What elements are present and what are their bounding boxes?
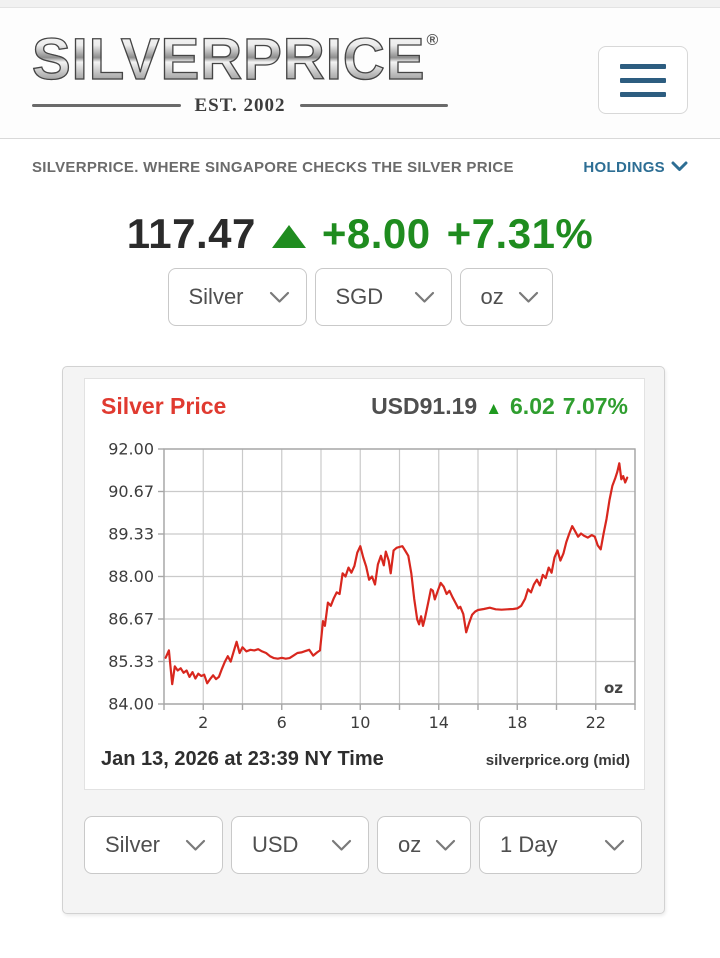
x-tick-label: 6 — [277, 713, 287, 732]
chart-unit-select[interactable]: oz — [377, 816, 471, 874]
chart-currency-select-value: USD — [252, 832, 299, 857]
unit-select[interactable]: oz — [459, 268, 553, 326]
unit-select-value: oz — [480, 284, 504, 309]
top-strip — [0, 0, 720, 8]
chevron-down-icon — [269, 291, 290, 304]
est-rule-left — [32, 104, 181, 108]
chart-selectors-row: Silver USD oz 1 Day — [84, 816, 643, 874]
y-tick-label: 88.00 — [108, 567, 154, 586]
chevron-down-icon — [671, 159, 688, 176]
currency-select[interactable]: SGD — [314, 268, 452, 326]
top-selectors-row: Silver SGD oz — [0, 268, 720, 326]
chart-quote-percent: 7.07% — [562, 393, 628, 419]
metal-select-value: Silver — [188, 284, 244, 309]
chart-metal-select[interactable]: Silver — [84, 816, 223, 874]
price-change: +8.00 — [321, 210, 431, 257]
y-tick-label: 92.00 — [108, 440, 154, 459]
x-tick-label: 22 — [586, 713, 606, 732]
up-arrow-icon — [271, 224, 306, 248]
holdings-dropdown[interactable]: HOLDINGS — [583, 159, 688, 176]
x-tick-label: 10 — [350, 713, 370, 732]
chart-plot-area[interactable]: 92.00 90.67 89.33 88.00 86.67 85.33 84.00 2 6 10 1… — [85, 439, 644, 746]
chart-currency-select[interactable]: USD — [231, 816, 369, 874]
chevron-down-icon — [331, 839, 352, 852]
silver-price-line-chart: 92.00 90.67 89.33 88.00 86.67 85.33 84.00 2 6 10 1… — [108, 440, 636, 732]
x-tick-label: 14 — [429, 713, 449, 732]
chevron-down-icon — [518, 291, 539, 304]
tagline-bar: SILVERPRICE. WHERE SINGAPORE CHECKS THE … — [0, 139, 720, 196]
x-tick-label: 2 — [198, 713, 208, 732]
currency-select-value: SGD — [335, 284, 384, 309]
logo-est-row: EST. 2002 — [32, 94, 449, 117]
holdings-label: HOLDINGS — [583, 159, 665, 176]
up-arrow-icon: ▲ — [485, 399, 503, 418]
chart-caption-row: Jan 13, 2026 at 23:39 NY Time silverpric… — [85, 748, 644, 789]
chevron-down-icon — [604, 839, 625, 852]
price-change-percent: +7.31% — [446, 210, 594, 257]
chart-source: silverprice.org (mid) — [485, 752, 630, 769]
chevron-down-icon — [414, 291, 435, 304]
menu-button[interactable] — [598, 46, 688, 114]
chart-title: Silver Price — [101, 393, 227, 419]
x-tick-label: 18 — [507, 713, 527, 732]
est-rule-right — [299, 104, 449, 108]
chart-unit-select-value: oz — [398, 832, 422, 857]
chart-quote: USD91.19 ▲ 6.02 7.07% — [371, 393, 628, 420]
registered-trademark-icon: ® — [426, 32, 439, 49]
chart-box: Silver Price USD91.19 ▲ 6.02 7.07% 92.00… — [84, 378, 645, 790]
chart-range-select[interactable]: 1 Day — [479, 816, 642, 874]
chart-quote-change: 6.02 — [510, 393, 555, 419]
chart-range-select-value: 1 Day — [500, 832, 558, 857]
price-quote-row: 117.47 +8.00 +7.31% — [0, 210, 720, 258]
chart-header: Silver Price USD91.19 ▲ 6.02 7.07% — [85, 393, 644, 429]
chart-metal-select-value: Silver — [105, 832, 161, 857]
plot-unit-label: oz — [604, 679, 623, 697]
chart-quote-price: USD91.19 — [371, 393, 478, 419]
price-line-series — [164, 462, 629, 686]
y-tick-label: 90.67 — [108, 482, 154, 501]
logo-wordmark: SILVERPRICE® — [31, 27, 448, 92]
chart-timestamp: Jan 13, 2026 at 23:39 NY Time — [101, 748, 384, 770]
price-value: 117.47 — [126, 210, 256, 257]
y-tick-label: 86.67 — [108, 610, 154, 629]
tagline-text: SILVERPRICE. WHERE SINGAPORE CHECKS THE … — [32, 159, 514, 176]
metal-select[interactable]: Silver — [167, 268, 307, 326]
chevron-down-icon — [185, 839, 206, 852]
site-logo[interactable]: SILVERPRICE® EST. 2002 — [31, 27, 449, 117]
y-tick-label: 89.33 — [108, 525, 154, 544]
site-header: SILVERPRICE® EST. 2002 — [0, 8, 720, 139]
plot-frame — [163, 448, 636, 705]
chart-card: Silver Price USD91.19 ▲ 6.02 7.07% 92.00… — [62, 366, 665, 914]
logo-text: SILVERPRICE — [31, 27, 426, 92]
chevron-down-icon — [435, 839, 456, 852]
y-tick-label: 85.33 — [108, 652, 154, 671]
y-tick-label: 84.00 — [108, 695, 154, 714]
hamburger-icon — [620, 63, 666, 97]
est-text: EST. 2002 — [194, 94, 286, 116]
